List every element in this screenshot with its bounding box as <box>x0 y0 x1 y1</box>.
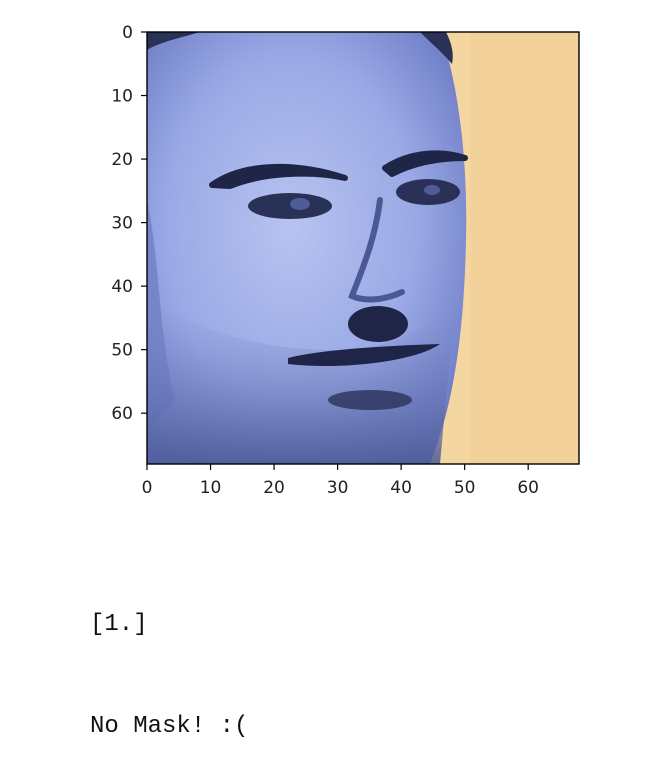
left-eye <box>248 193 332 219</box>
y-tick-label: 60 <box>111 404 133 424</box>
left-eye-highlight <box>290 198 310 210</box>
y-tick-label: 40 <box>111 277 133 297</box>
nostril-shadow <box>348 306 408 342</box>
beard <box>147 300 455 464</box>
right-eye-highlight <box>424 185 440 195</box>
hair-top-right <box>420 32 453 64</box>
cell-output: [1.] No Mask! :( <box>90 540 248 778</box>
prediction-message: No Mask! :( <box>90 713 249 740</box>
x-axis: 0 10 20 30 40 50 60 <box>142 464 539 498</box>
right-eyebrow <box>382 150 468 177</box>
x-tick-label: 20 <box>263 478 285 498</box>
y-axis: 0 10 20 30 40 50 60 <box>111 23 147 424</box>
x-tick-label: 30 <box>327 478 349 498</box>
x-tick-label: 10 <box>200 478 222 498</box>
prediction-array: [1.] <box>90 611 148 638</box>
y-tick-label: 50 <box>111 341 133 361</box>
hair-top-left <box>147 32 200 50</box>
chin-shadow <box>328 390 412 410</box>
axes-frame <box>146 31 580 465</box>
x-tick-label: 50 <box>454 478 476 498</box>
mouth <box>288 344 440 366</box>
nose <box>348 197 405 303</box>
x-tick-label: 60 <box>517 478 539 498</box>
y-tick-label: 10 <box>111 87 133 107</box>
image-plot: 0 10 20 30 40 50 60 0 10 20 30 40 50 60 <box>111 23 580 498</box>
background-stripe <box>470 32 579 464</box>
y-tick-label: 0 <box>122 23 133 43</box>
left-eyebrow <box>209 163 348 189</box>
x-tick-label: 0 <box>142 478 153 498</box>
face-image <box>147 32 579 464</box>
y-tick-label: 20 <box>111 150 133 170</box>
y-tick-label: 30 <box>111 214 133 234</box>
x-tick-label: 40 <box>390 478 412 498</box>
